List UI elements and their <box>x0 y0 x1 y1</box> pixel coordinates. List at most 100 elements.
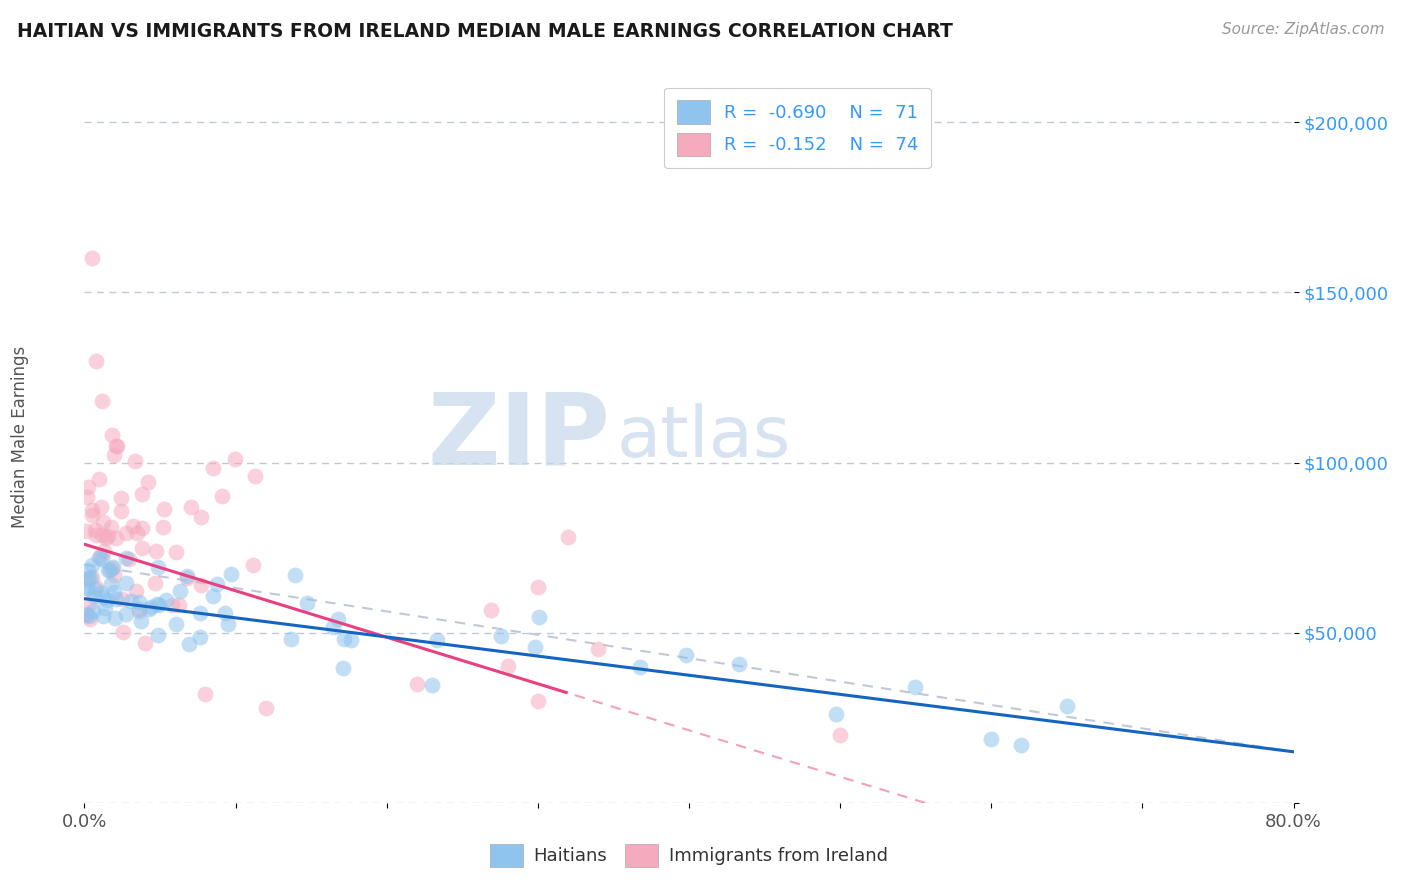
Point <box>217 616 239 631</box>
Point <box>128 604 150 618</box>
Point <box>100 561 122 575</box>
Text: atlas: atlas <box>616 402 790 472</box>
Point <box>115 607 138 621</box>
Point <box>169 598 191 612</box>
Point <box>297 596 319 610</box>
Point <box>176 571 198 585</box>
Point <box>86 353 108 368</box>
Point <box>120 593 142 607</box>
Point <box>76 607 98 622</box>
Point <box>84 523 107 537</box>
Point <box>145 576 167 591</box>
Point <box>103 448 125 462</box>
Point <box>83 590 105 604</box>
Point <box>557 529 579 543</box>
Point <box>207 577 229 591</box>
Y-axis label: Median Male Earnings: Median Male Earnings <box>11 346 28 528</box>
Point <box>146 597 169 611</box>
Point <box>628 660 651 674</box>
Point <box>84 580 107 594</box>
Point <box>77 571 100 585</box>
Point <box>527 694 550 708</box>
Point <box>103 568 125 582</box>
Point <box>160 598 183 612</box>
Point <box>830 728 852 742</box>
Point <box>90 586 112 600</box>
Point <box>214 606 236 620</box>
Point <box>128 602 150 616</box>
Point <box>139 600 162 615</box>
Point <box>100 519 122 533</box>
Point <box>524 640 547 654</box>
Point <box>79 571 101 585</box>
Point <box>188 630 211 644</box>
Point <box>146 559 169 574</box>
Point <box>115 550 138 565</box>
Text: Source: ZipAtlas.com: Source: ZipAtlas.com <box>1222 22 1385 37</box>
Point <box>125 526 148 541</box>
Point <box>111 591 134 606</box>
Point <box>125 583 148 598</box>
Point <box>202 461 225 475</box>
Point <box>224 451 246 466</box>
Point <box>825 706 848 721</box>
Point <box>201 589 224 603</box>
Point <box>489 630 512 644</box>
Point <box>254 700 277 714</box>
Point <box>91 515 114 529</box>
Point <box>190 509 212 524</box>
Point <box>111 624 134 639</box>
Point <box>91 608 114 623</box>
Point <box>169 583 191 598</box>
Point <box>980 732 1002 747</box>
Point <box>91 394 114 409</box>
Point <box>82 558 104 573</box>
Point <box>153 501 176 516</box>
Point <box>82 570 104 584</box>
Point <box>211 489 233 503</box>
Point <box>190 578 212 592</box>
Point <box>165 617 187 632</box>
Point <box>110 504 132 518</box>
Point <box>97 563 120 577</box>
Point <box>176 569 198 583</box>
Point <box>76 491 98 505</box>
Point <box>332 661 354 675</box>
Point <box>138 602 160 616</box>
Point <box>94 600 117 615</box>
Point <box>1011 739 1033 753</box>
Point <box>326 612 349 626</box>
Point <box>479 603 502 617</box>
Point <box>83 582 105 596</box>
Point <box>406 677 429 691</box>
Point <box>98 563 121 577</box>
Point <box>96 593 118 607</box>
Point <box>728 657 751 671</box>
Point <box>155 593 177 607</box>
Point <box>134 636 156 650</box>
Point <box>136 475 159 489</box>
Point <box>420 678 443 692</box>
Point <box>100 428 122 442</box>
Point <box>588 642 610 657</box>
Legend: Haitians, Immigrants from Ireland: Haitians, Immigrants from Ireland <box>484 837 894 874</box>
Point <box>904 681 927 695</box>
Text: ZIP: ZIP <box>427 389 610 485</box>
Point <box>129 614 152 628</box>
Point <box>180 500 202 515</box>
Point <box>675 648 697 662</box>
Point <box>114 525 136 540</box>
Point <box>104 439 127 453</box>
Point <box>76 581 98 595</box>
Point <box>190 606 212 620</box>
Point <box>77 480 100 494</box>
Point <box>80 503 103 517</box>
Point <box>284 568 307 582</box>
Point <box>97 529 120 543</box>
Point <box>496 658 519 673</box>
Point <box>131 541 153 555</box>
Point <box>165 545 187 559</box>
Text: HAITIAN VS IMMIGRANTS FROM IRELAND MEDIAN MALE EARNINGS CORRELATION CHART: HAITIAN VS IMMIGRANTS FROM IRELAND MEDIA… <box>17 22 953 41</box>
Point <box>89 472 111 486</box>
Point <box>91 590 114 604</box>
